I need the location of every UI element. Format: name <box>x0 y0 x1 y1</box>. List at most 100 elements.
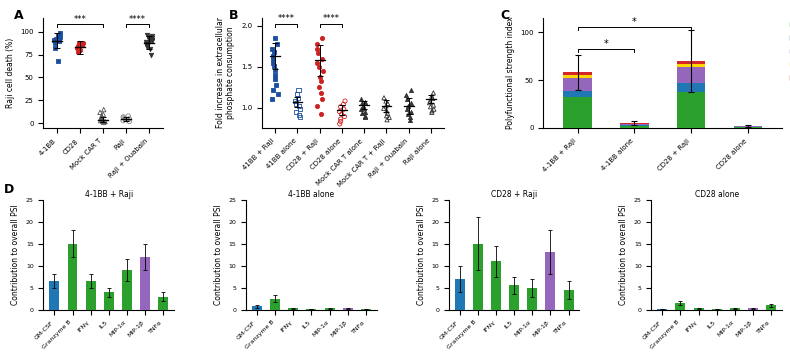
Point <box>74 47 87 53</box>
Bar <box>712 309 722 310</box>
Bar <box>620 124 649 125</box>
Point <box>51 33 64 39</box>
Point <box>122 113 134 119</box>
Point <box>333 121 346 127</box>
Point <box>423 98 436 104</box>
Point <box>310 41 323 47</box>
Point <box>96 118 109 124</box>
Point <box>294 106 307 112</box>
Bar <box>509 286 519 310</box>
Bar <box>49 281 59 310</box>
Point <box>383 115 396 120</box>
Point <box>359 113 371 119</box>
Point <box>54 34 66 40</box>
Point <box>292 112 305 118</box>
Point <box>292 87 305 93</box>
Y-axis label: Contribution to overall PSI: Contribution to overall PSI <box>214 204 223 305</box>
Point <box>94 110 107 115</box>
Point <box>424 104 437 110</box>
Point <box>334 104 347 110</box>
Text: B: B <box>229 9 239 22</box>
Point <box>48 45 61 51</box>
Point <box>355 96 367 102</box>
Bar <box>620 125 649 126</box>
Point <box>314 79 327 84</box>
Bar <box>140 257 150 310</box>
Bar <box>677 64 705 67</box>
Bar <box>677 61 705 64</box>
Point <box>405 87 418 93</box>
Point <box>271 91 284 96</box>
Point <box>402 103 415 109</box>
Bar <box>288 308 299 310</box>
Point <box>427 106 440 112</box>
Point <box>269 72 282 78</box>
Point <box>269 35 281 41</box>
Point <box>293 103 306 109</box>
Point <box>122 116 135 122</box>
Point <box>141 44 153 50</box>
Bar <box>694 308 704 310</box>
Point <box>117 114 130 120</box>
Point <box>310 103 323 109</box>
Title: CD28 alone: CD28 alone <box>694 190 739 199</box>
Point <box>70 45 83 51</box>
Point <box>358 105 371 110</box>
Point <box>291 91 303 96</box>
Point <box>145 37 158 43</box>
Y-axis label: Contribution to overall PSI: Contribution to overall PSI <box>619 204 628 305</box>
Bar <box>122 270 132 310</box>
Point <box>268 63 280 69</box>
Point <box>267 53 280 59</box>
Bar <box>563 97 592 128</box>
Point <box>404 117 416 123</box>
Point <box>146 38 159 43</box>
Point <box>142 36 155 42</box>
Y-axis label: Contribution to overall PSI: Contribution to overall PSI <box>11 204 21 305</box>
Point <box>378 105 390 111</box>
Point <box>311 50 324 56</box>
Bar <box>307 309 317 310</box>
Point <box>52 38 65 43</box>
Point <box>335 111 348 117</box>
Bar <box>545 252 555 310</box>
Bar <box>158 297 168 310</box>
Bar <box>472 244 483 310</box>
Point <box>401 111 414 117</box>
Point <box>96 116 108 122</box>
Y-axis label: Fold increase in extracellular
phosphate consumption: Fold increase in extracellular phosphate… <box>216 17 235 129</box>
Point <box>401 96 413 102</box>
Point <box>96 119 109 124</box>
Bar <box>677 83 705 91</box>
Point <box>404 115 416 120</box>
Text: ****: **** <box>129 15 146 24</box>
Point <box>356 101 369 106</box>
Point <box>405 109 418 115</box>
Bar <box>563 75 592 78</box>
Point <box>427 90 440 96</box>
Bar <box>675 303 686 310</box>
Point <box>378 95 390 101</box>
Title: CD28 + Raji: CD28 + Raji <box>491 190 537 199</box>
Point <box>118 115 130 121</box>
Bar <box>677 67 705 83</box>
Point <box>48 40 61 46</box>
Bar <box>325 308 335 310</box>
Bar <box>491 261 501 310</box>
Point <box>356 110 368 116</box>
Point <box>314 90 327 96</box>
Bar <box>677 91 705 128</box>
Point <box>145 53 157 58</box>
Point <box>72 44 85 50</box>
Point <box>382 110 394 116</box>
Y-axis label: Polyfunctional strength index: Polyfunctional strength index <box>506 17 514 129</box>
Point <box>97 107 110 112</box>
Point <box>290 109 303 115</box>
Bar <box>734 126 762 127</box>
Y-axis label: Raji cell death (%): Raji cell death (%) <box>6 38 15 108</box>
Bar <box>85 281 96 310</box>
Point <box>269 67 281 73</box>
Point <box>423 100 436 105</box>
Point <box>268 49 280 55</box>
Point <box>310 46 323 52</box>
